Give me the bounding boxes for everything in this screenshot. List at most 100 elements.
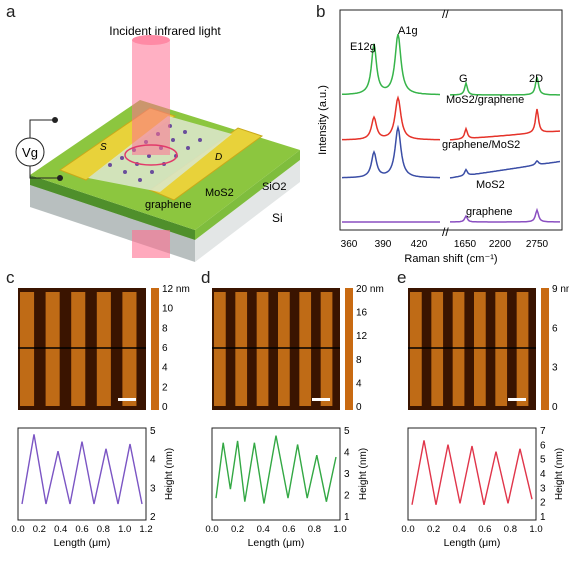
panel-label-b: b: [316, 2, 326, 21]
profile-ytick: 7: [540, 426, 546, 437]
raman-tick-390: 390: [375, 239, 392, 250]
afm-stripe: [516, 292, 529, 406]
raman-tick-2750: 2750: [526, 239, 549, 250]
profile-ytick: 5: [344, 426, 350, 437]
afm-stripe: [256, 292, 269, 406]
profile-ytick: 4: [150, 455, 156, 466]
sio2-side-face: [195, 150, 300, 240]
profile-ylabel: Height (nm): [358, 448, 369, 500]
profile-xtick: 0.2: [231, 524, 244, 535]
afm-stripe: [45, 292, 60, 406]
profile-xtick: 0.0: [205, 524, 218, 535]
afm-stripe: [320, 292, 333, 406]
vg-source-circle: [15, 137, 45, 167]
vg-contact-bottom: [57, 175, 63, 181]
colorbar-tick: 20 nm: [356, 284, 384, 295]
profile-xtick: 0.4: [453, 524, 466, 535]
peak-label-a1g: A1g: [398, 25, 418, 37]
colorbar-tick: 3: [552, 363, 558, 374]
profile-ytick: 5: [150, 426, 156, 437]
afm-stripe: [410, 292, 422, 406]
profile-xtick: 0.4: [54, 524, 67, 535]
afm-stripe: [235, 292, 248, 406]
infrared-beam-cap: [132, 35, 170, 45]
profile-ytick: 4: [540, 469, 546, 480]
afm-stripe: [299, 292, 312, 406]
profile-ytick: 3: [150, 483, 156, 494]
profile-xtick: 1.0: [333, 524, 346, 535]
profile-frame: [17, 427, 147, 521]
colorbar-tick: 9 nm: [552, 284, 569, 295]
profile-xlabel: Length (μm): [248, 537, 305, 549]
profile-ytick: 1: [540, 512, 546, 523]
afm-stripe: [96, 292, 111, 406]
profile-frame: [407, 427, 537, 521]
device-schematic: Vg Incident infrared light SiO2 Si graph…: [15, 24, 300, 262]
profile-xtick: 0.6: [478, 524, 491, 535]
profile-ytick: 2: [150, 512, 156, 523]
afm-stripe: [278, 292, 290, 406]
colorbar-tick: 2: [162, 382, 168, 393]
vg-label: Vg: [22, 145, 38, 160]
vg-wire-bottom: [29, 165, 60, 179]
curve-label-mos2-graphene: MoS2/graphene: [446, 94, 524, 106]
profile-ytick: 2: [540, 498, 546, 509]
panel-label-d: d: [201, 268, 211, 287]
raman-curve-mos2-left: [342, 124, 440, 179]
scale-bar: [312, 398, 330, 401]
profile-ytick: 3: [344, 469, 350, 480]
afm-stripe: [122, 292, 137, 406]
raman-xlabel: Raman shift (cm⁻¹): [404, 253, 497, 265]
profile-xtick: 0.8: [504, 524, 517, 535]
colorbar-tick: 4: [356, 378, 362, 389]
profile-ytick: 2: [344, 491, 350, 502]
profile-xtick: 0.2: [33, 524, 46, 535]
colorbar-tick: 10: [162, 304, 174, 315]
raman-ylabel: Intensity (a.u.): [317, 85, 329, 155]
afm-stripe: [495, 292, 508, 406]
profile-xtick: 1.0: [529, 524, 542, 535]
afm-stripe: [452, 292, 465, 406]
afm-panel-e: 9 nm 6 3 0 7 6 5 4 3 2 1 Height (nm) 0.0 0.2 0.4 0.6 0.8…: [401, 284, 569, 549]
raman-spectra-chart: Intensity (a.u.) Raman shift (cm⁻¹) 360 …: [317, 7, 563, 265]
colorbar: [151, 288, 159, 410]
mos2-label: MoS2: [205, 187, 234, 199]
profile-xtick: 0.8: [308, 524, 321, 535]
raman-curve-mos2-right: [449, 159, 561, 179]
beam-spot: [124, 144, 178, 166]
si-side-face: [195, 160, 300, 262]
curve-label-mos2: MoS2: [476, 179, 505, 191]
profile-xtick: 0.0: [11, 524, 24, 535]
profile-xlabel: Length (μm): [54, 537, 111, 549]
infrared-beam-bottom: [132, 230, 170, 258]
panel-label-a: a: [6, 2, 16, 21]
colorbar-tick: 0: [356, 402, 362, 413]
panel-label-e: e: [397, 268, 407, 287]
axis-break: //: [442, 7, 449, 21]
colorbar-tick: 6: [162, 343, 168, 354]
colorbar-tick: 4: [162, 363, 168, 374]
profile-xtick: 0.2: [427, 524, 440, 535]
curve-label-graphene: graphene: [466, 206, 513, 218]
vg-contact-top: [52, 117, 58, 123]
sio2-front-face: [30, 175, 195, 240]
profile-xtick: 0.6: [75, 524, 88, 535]
sio2-label: SiO2: [262, 181, 286, 193]
axis-break-bottom: //: [442, 225, 449, 239]
profile-ytick: 5: [540, 455, 546, 466]
raman-curve-graphene-right: [450, 207, 560, 223]
scale-bar: [118, 398, 136, 401]
afm-stripe: [71, 292, 86, 406]
colorbar-tick: 6: [552, 323, 558, 334]
profile-xtick: 0.4: [257, 524, 270, 535]
peak-label-e2g: E12g: [350, 41, 376, 53]
afm-panel-d: 20 nm 16 12 8 4 0 5 4 3 2 1 Height (nm) 0.0 0.2 0.4 0.6…: [205, 284, 383, 549]
colorbar-tick: 0: [162, 402, 168, 413]
afm-image: [212, 288, 340, 410]
profile-xtick: 0.8: [97, 524, 110, 535]
raman-curve-graphene-mos2-left: [342, 95, 441, 141]
profile-ylabel: Height (nm): [554, 448, 565, 500]
scale-bar: [508, 398, 526, 401]
afm-stripe: [20, 292, 35, 406]
profile-ylabel: Height (nm): [164, 448, 175, 500]
